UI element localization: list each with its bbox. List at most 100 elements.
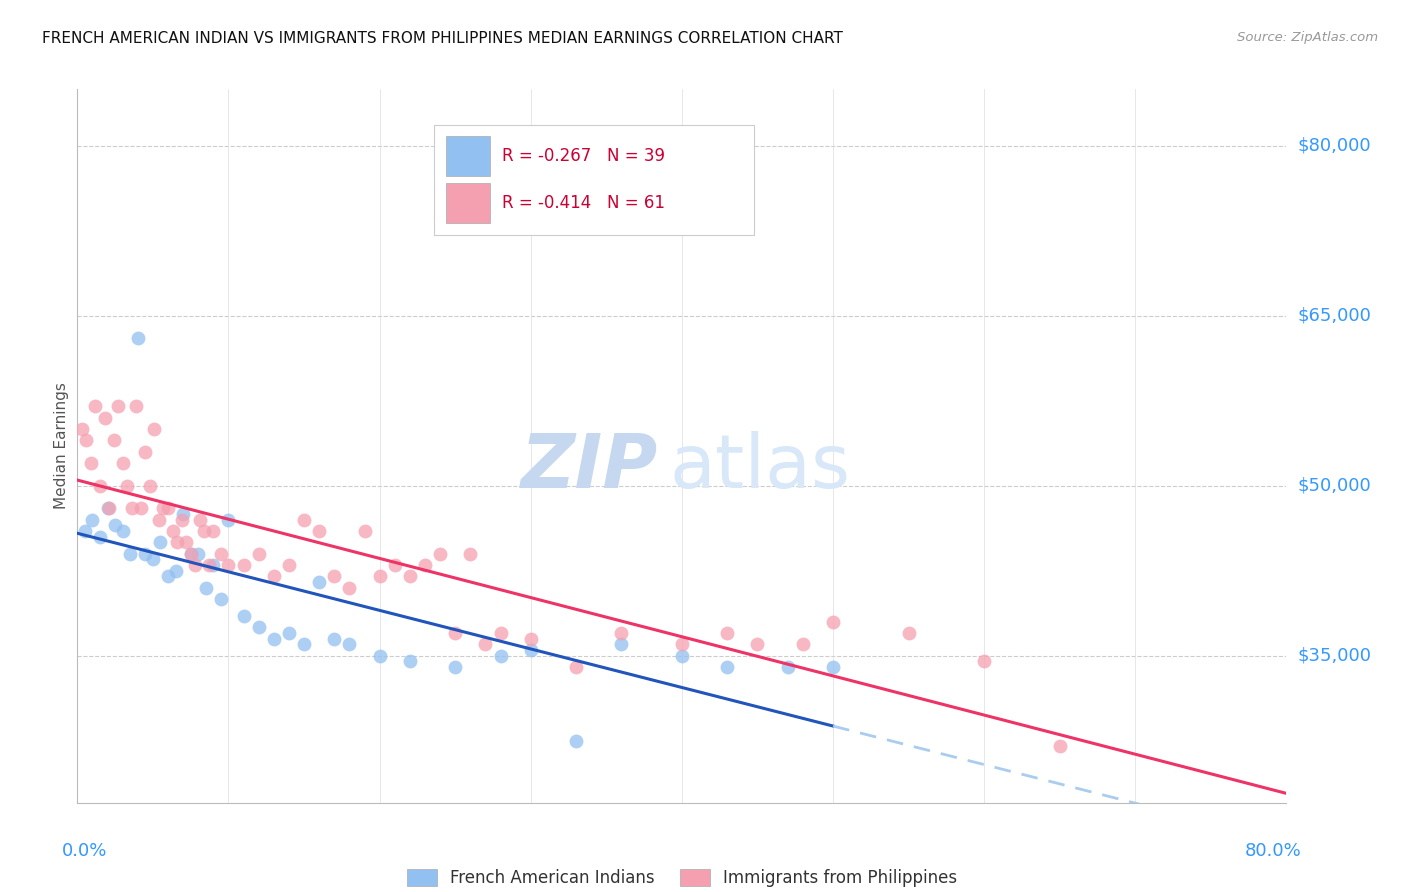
Point: [142, 552, 165, 566]
Point: [232, 558, 254, 572]
Point: [671, 648, 693, 663]
Point: [520, 632, 543, 646]
Point: [84, 400, 107, 414]
Point: [104, 518, 127, 533]
Point: [776, 660, 799, 674]
Point: [75, 434, 97, 448]
Point: [308, 574, 330, 589]
Text: Source: ZipAtlas.com: Source: ZipAtlas.com: [1237, 31, 1378, 45]
Point: [792, 637, 814, 651]
Point: [129, 501, 152, 516]
Point: [489, 626, 512, 640]
Point: [187, 547, 209, 561]
Point: [323, 632, 346, 646]
Point: [127, 331, 149, 345]
FancyBboxPatch shape: [446, 183, 489, 223]
Point: [716, 660, 738, 674]
FancyBboxPatch shape: [446, 136, 489, 177]
Point: [218, 513, 240, 527]
Text: ZIP: ZIP: [520, 431, 658, 504]
Point: [149, 535, 172, 549]
Point: [121, 501, 143, 516]
Text: 80.0%: 80.0%: [1244, 842, 1302, 861]
Text: R = -0.414   N = 61: R = -0.414 N = 61: [502, 194, 665, 211]
Point: [339, 581, 360, 595]
Point: [89, 478, 111, 492]
Text: 0.0%: 0.0%: [62, 842, 108, 861]
Point: [134, 444, 156, 458]
Point: [80, 456, 103, 470]
Point: [474, 637, 496, 651]
Point: [70, 422, 93, 436]
Point: [458, 547, 481, 561]
Point: [399, 569, 422, 583]
Point: [429, 547, 451, 561]
Point: [103, 434, 125, 448]
Point: [413, 558, 436, 572]
Point: [143, 422, 166, 436]
Point: [353, 524, 375, 538]
FancyBboxPatch shape: [434, 125, 755, 235]
Point: [232, 608, 254, 623]
Point: [610, 626, 633, 640]
Point: [174, 535, 197, 549]
Point: [93, 410, 115, 425]
Point: [292, 513, 315, 527]
Text: $65,000: $65,000: [1298, 307, 1371, 325]
Text: $50,000: $50,000: [1298, 476, 1371, 495]
Point: [96, 501, 118, 516]
Point: [209, 547, 232, 561]
Point: [278, 626, 301, 640]
Point: [897, 626, 920, 640]
Text: FRENCH AMERICAN INDIAN VS IMMIGRANTS FROM PHILIPPINES MEDIAN EARNINGS CORRELATIO: FRENCH AMERICAN INDIAN VS IMMIGRANTS FRO…: [42, 31, 844, 46]
Point: [152, 501, 174, 516]
Point: [194, 581, 217, 595]
Point: [170, 513, 193, 527]
Point: [384, 558, 406, 572]
Point: [180, 547, 202, 561]
Y-axis label: Median Earnings: Median Earnings: [53, 383, 69, 509]
Point: [134, 547, 156, 561]
Point: [565, 660, 588, 674]
Point: [188, 513, 211, 527]
Point: [172, 507, 194, 521]
Point: [111, 524, 134, 538]
Point: [157, 569, 180, 583]
Point: [98, 501, 121, 516]
Point: [821, 615, 844, 629]
Point: [399, 654, 422, 668]
Point: [157, 501, 180, 516]
Point: [610, 637, 633, 651]
Point: [368, 569, 391, 583]
Point: [198, 558, 221, 572]
Point: [202, 558, 225, 572]
Point: [166, 535, 188, 549]
Text: $35,000: $35,000: [1298, 647, 1372, 665]
Point: [162, 524, 184, 538]
Point: [202, 524, 225, 538]
Text: atlas: atlas: [669, 431, 851, 504]
Point: [821, 660, 844, 674]
Point: [444, 626, 467, 640]
Point: [120, 547, 142, 561]
Point: [180, 547, 202, 561]
Point: [209, 591, 232, 606]
Point: [115, 478, 138, 492]
Point: [82, 513, 104, 527]
Point: [73, 524, 96, 538]
Point: [193, 524, 215, 538]
Point: [184, 558, 207, 572]
Point: [247, 620, 270, 634]
Point: [1049, 739, 1071, 754]
Point: [139, 478, 162, 492]
Point: [263, 569, 285, 583]
Point: [368, 648, 391, 663]
Point: [278, 558, 301, 572]
Text: R = -0.267   N = 39: R = -0.267 N = 39: [502, 147, 665, 165]
Point: [89, 530, 111, 544]
Point: [125, 400, 148, 414]
Point: [263, 632, 285, 646]
Point: [292, 637, 315, 651]
Point: [308, 524, 330, 538]
Point: [323, 569, 346, 583]
